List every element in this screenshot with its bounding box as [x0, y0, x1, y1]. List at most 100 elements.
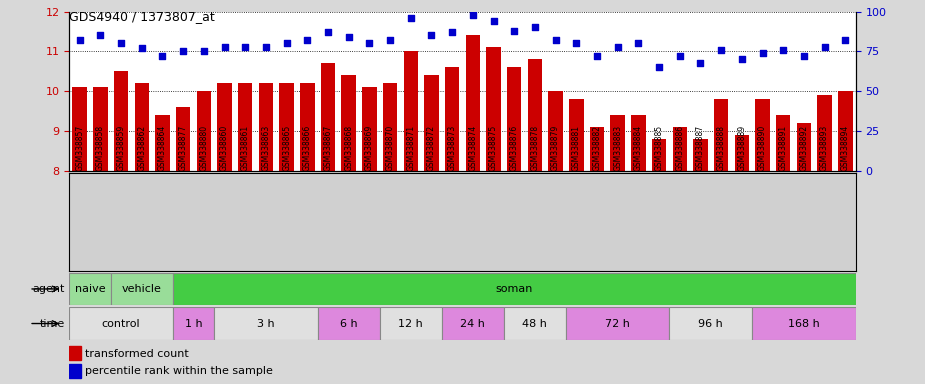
Bar: [693, 139, 708, 384]
Bar: [442, 307, 504, 340]
Point: [279, 40, 294, 46]
Point: [569, 40, 584, 46]
Text: time: time: [40, 318, 65, 329]
Bar: [69, 346, 81, 360]
Bar: [838, 91, 853, 384]
Point: [196, 48, 211, 55]
Point: [776, 47, 791, 53]
Text: GDS4940 / 1373807_at: GDS4940 / 1373807_at: [69, 10, 216, 23]
Bar: [549, 91, 562, 384]
Bar: [610, 115, 625, 384]
Point: [176, 48, 191, 55]
Bar: [465, 35, 480, 384]
Bar: [672, 127, 687, 384]
Bar: [652, 139, 666, 384]
Text: 96 h: 96 h: [698, 318, 723, 329]
Point: [817, 43, 832, 50]
Bar: [363, 87, 376, 384]
Bar: [507, 67, 522, 384]
Bar: [259, 83, 273, 384]
Bar: [380, 307, 442, 340]
Bar: [69, 273, 111, 305]
Point: [734, 56, 749, 62]
Bar: [527, 59, 542, 384]
Bar: [72, 87, 87, 384]
Bar: [114, 71, 129, 384]
Text: naive: naive: [75, 284, 105, 294]
Bar: [796, 123, 811, 384]
Point: [424, 32, 438, 38]
Point: [134, 45, 149, 51]
Bar: [173, 307, 215, 340]
Text: control: control: [102, 318, 141, 329]
Text: soman: soman: [496, 284, 533, 294]
Point: [631, 40, 646, 46]
Point: [714, 47, 729, 53]
Bar: [403, 51, 418, 384]
Point: [114, 40, 129, 46]
Point: [403, 15, 418, 21]
Point: [589, 53, 604, 59]
Bar: [590, 127, 604, 384]
Bar: [155, 115, 169, 384]
Point: [155, 53, 170, 59]
Point: [238, 43, 253, 50]
Bar: [279, 83, 294, 384]
Point: [487, 18, 501, 24]
Bar: [566, 307, 670, 340]
Bar: [134, 83, 149, 384]
Bar: [714, 99, 728, 384]
Point: [549, 37, 563, 43]
Point: [258, 43, 274, 50]
Text: 1 h: 1 h: [185, 318, 203, 329]
Bar: [445, 67, 460, 384]
Text: 72 h: 72 h: [605, 318, 630, 329]
Bar: [569, 99, 584, 384]
Bar: [752, 307, 856, 340]
Text: percentile rank within the sample: percentile rank within the sample: [85, 366, 273, 376]
Text: 24 h: 24 h: [461, 318, 486, 329]
Bar: [93, 87, 107, 384]
Bar: [776, 115, 791, 384]
Text: 48 h: 48 h: [523, 318, 548, 329]
Text: 168 h: 168 h: [788, 318, 820, 329]
Bar: [631, 115, 646, 384]
Point: [507, 28, 522, 34]
Text: 6 h: 6 h: [339, 318, 358, 329]
Bar: [300, 83, 314, 384]
Bar: [317, 307, 380, 340]
Bar: [69, 307, 173, 340]
Bar: [504, 307, 566, 340]
Point: [321, 29, 336, 35]
Point: [72, 37, 87, 43]
Bar: [321, 63, 335, 384]
Bar: [670, 307, 752, 340]
Point: [383, 37, 398, 43]
Bar: [197, 91, 211, 384]
Text: agent: agent: [32, 284, 65, 294]
Text: transformed count: transformed count: [85, 349, 189, 359]
Point: [693, 60, 708, 66]
Point: [217, 43, 232, 50]
Bar: [756, 99, 770, 384]
Text: 12 h: 12 h: [399, 318, 423, 329]
Point: [838, 37, 853, 43]
Point: [300, 37, 314, 43]
Point: [445, 29, 460, 35]
Point: [672, 53, 687, 59]
Bar: [217, 83, 232, 384]
Point: [93, 32, 108, 38]
Bar: [238, 83, 253, 384]
Text: 3 h: 3 h: [257, 318, 275, 329]
Bar: [818, 95, 832, 384]
Point: [362, 40, 376, 46]
Bar: [176, 107, 191, 384]
Bar: [69, 364, 81, 378]
Bar: [383, 83, 398, 384]
Point: [527, 25, 542, 31]
Bar: [173, 273, 856, 305]
Point: [341, 34, 356, 40]
Bar: [215, 307, 317, 340]
Point: [651, 64, 666, 70]
Point: [610, 43, 625, 50]
